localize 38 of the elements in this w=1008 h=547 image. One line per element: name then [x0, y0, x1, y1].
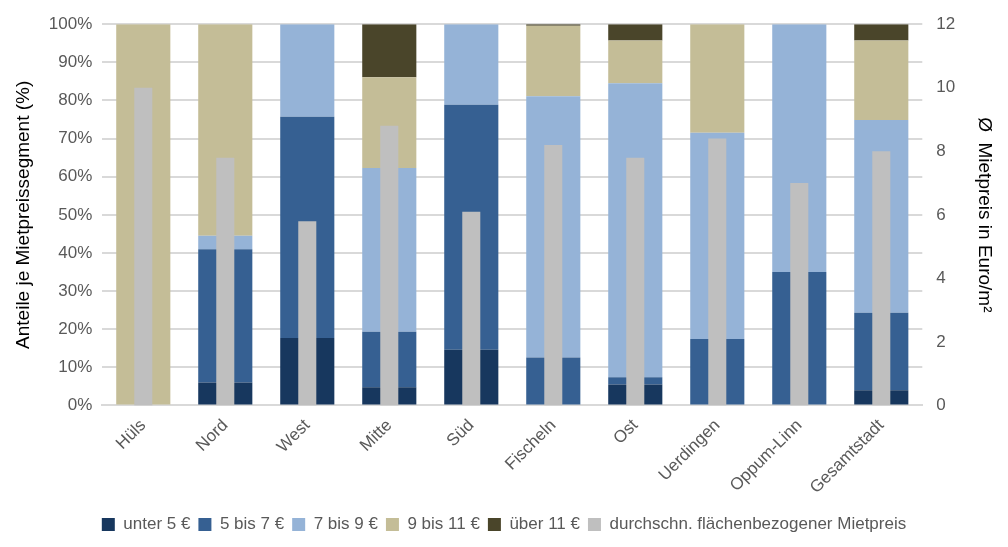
bar	[608, 40, 663, 84]
y-axis-title: Anteile je Mietpreissegment (%)	[11, 80, 33, 349]
y-tick-label: 80%	[58, 90, 93, 110]
y-tick-label: 90%	[58, 52, 93, 72]
y-tick-label: 10%	[58, 356, 93, 376]
y-tick-label: 20%	[58, 318, 93, 338]
bar	[280, 24, 335, 117]
bar	[854, 24, 909, 41]
y-tick-label: 50%	[58, 204, 93, 224]
y2-tick-label: 10	[936, 77, 956, 97]
y2-tick-label: 6	[936, 204, 946, 224]
y2-tick-label: 0	[936, 395, 946, 415]
bar	[526, 25, 581, 97]
y-tick-label: 100%	[48, 13, 93, 33]
y-tick-label: 40%	[58, 242, 93, 262]
legend-label: unter 5 €	[123, 514, 191, 534]
y-tick-label: 30%	[58, 280, 93, 300]
legend-label: 5 bis 7 €	[219, 514, 285, 534]
legend-label: 7 bis 9 €	[313, 514, 379, 534]
legend-label: durchschn. flächenbezogener Mietpreis	[609, 514, 907, 534]
y2-axis-title: Ø Mietpreis in Euro/m²	[975, 117, 997, 313]
bar	[608, 24, 663, 41]
bar	[362, 24, 417, 78]
y2-tick-label: 12	[936, 13, 956, 33]
y-tick-label: 0%	[67, 395, 93, 415]
legend-label: über 11 €	[509, 514, 581, 534]
y2-tick-label: 8	[936, 140, 946, 160]
y-tick-label: 70%	[58, 128, 93, 148]
y-tick-label: 60%	[58, 166, 93, 186]
y2-tick-label: 4	[936, 268, 946, 288]
legend-label: 9 bis 11 €	[407, 514, 481, 534]
y2-tick-label: 2	[936, 331, 946, 351]
x-tick-label: Süd	[442, 415, 478, 451]
x-tick-label: Ost	[609, 415, 642, 448]
bar	[444, 24, 499, 105]
x-tick-label: Hüls	[111, 415, 150, 453]
bar	[690, 24, 745, 133]
bar	[854, 40, 909, 120]
